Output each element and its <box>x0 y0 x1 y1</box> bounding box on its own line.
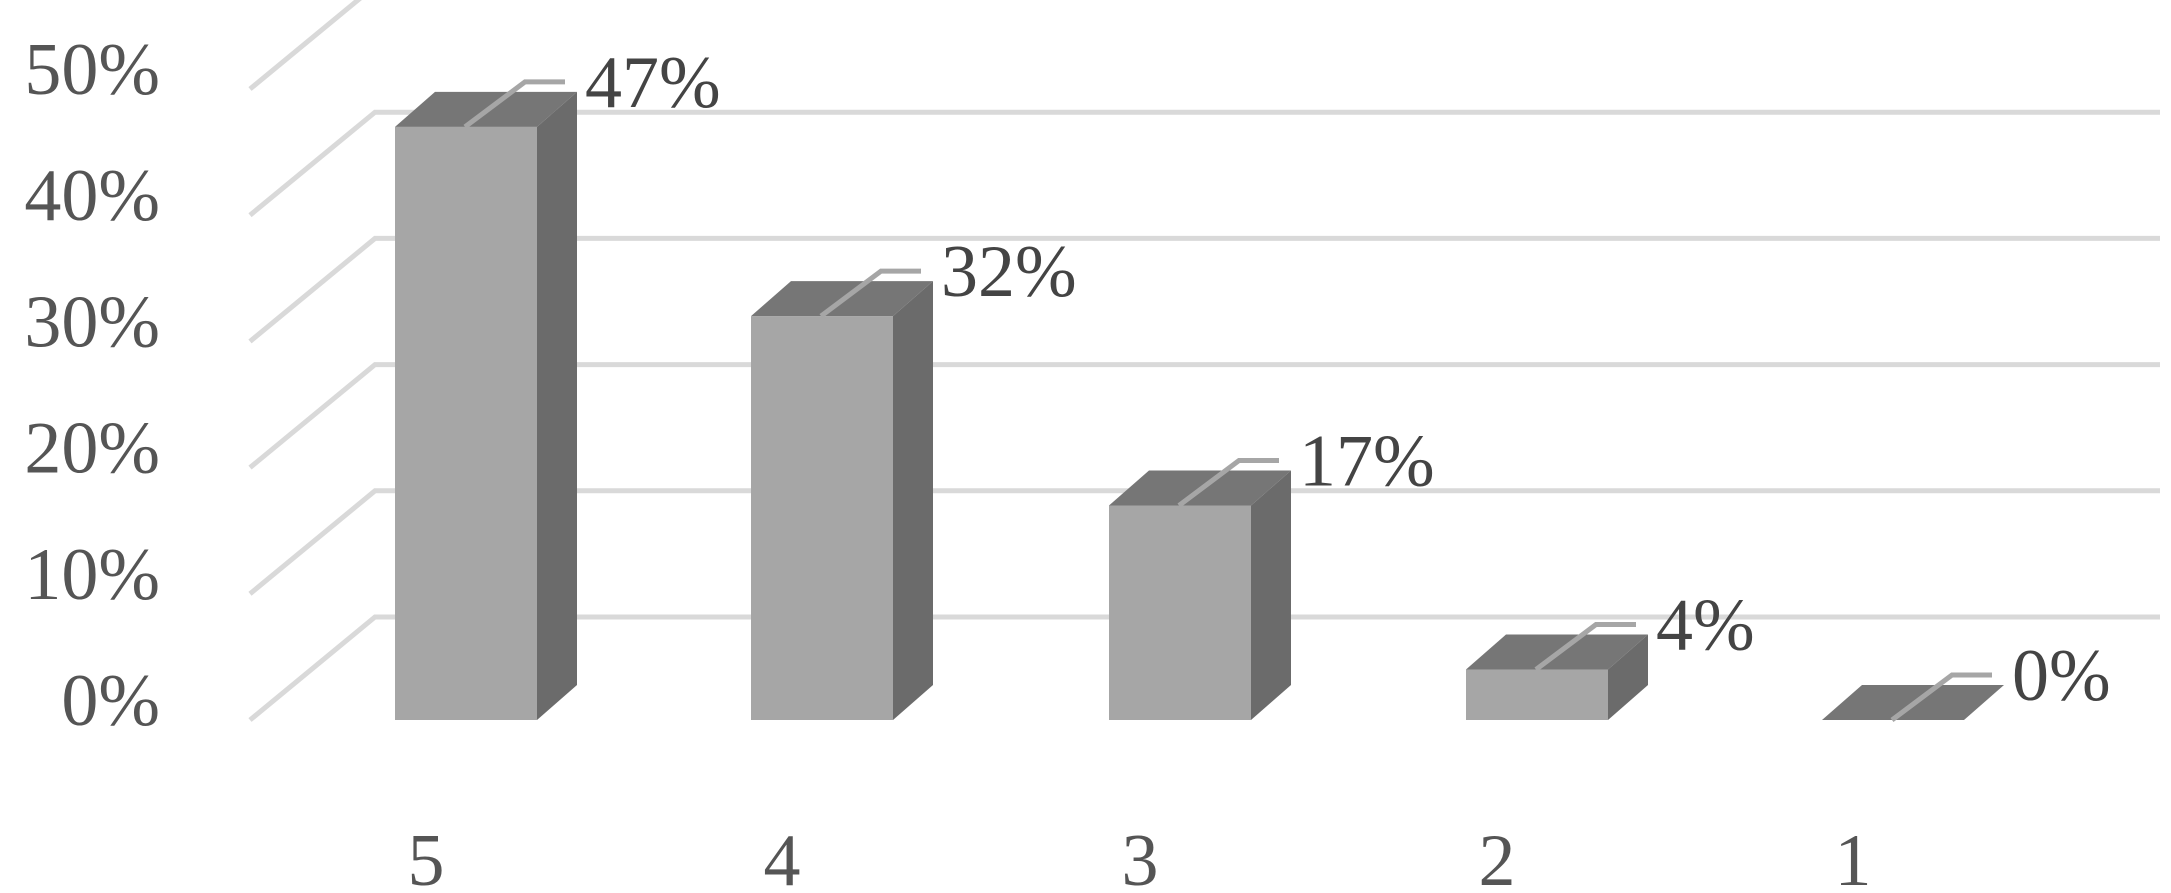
leader-line <box>1890 672 1992 722</box>
category-label: 3 <box>1122 820 1159 893</box>
bar <box>1109 470 1291 720</box>
bar <box>751 281 933 720</box>
category-label: 1 <box>1835 820 1872 893</box>
y-tick-label: 30% <box>24 281 160 363</box>
bar-front <box>1466 669 1608 720</box>
gridline <box>248 109 2160 218</box>
bar-side <box>1608 634 1648 720</box>
leader-line <box>1177 457 1279 508</box>
y-axis-tick-labels: 0% 10% 20% 30% 40% 50% <box>24 29 160 742</box>
gridline <box>248 235 2160 344</box>
leader-line <box>463 79 565 129</box>
y-tick-label: 50% <box>24 29 160 111</box>
gridline <box>248 614 2160 722</box>
leader-line <box>819 268 921 319</box>
bar-front <box>1109 505 1251 720</box>
bar-front <box>751 316 893 720</box>
y-tick-label: 40% <box>24 155 160 237</box>
gridline <box>248 362 2160 470</box>
category-label: 2 <box>1479 820 1516 893</box>
data-label: 4% <box>1656 585 1755 667</box>
bar-side <box>893 281 933 720</box>
data-label: 0% <box>2012 635 2111 717</box>
bar <box>1466 634 1648 720</box>
bar-front <box>395 126 537 721</box>
category-label: 4 <box>764 820 801 893</box>
data-label: 47% <box>585 42 721 124</box>
bar-side <box>1251 470 1291 720</box>
data-labels: 47% 32% 17% 4% 0% <box>463 42 2111 722</box>
data-label: 32% <box>941 231 1077 313</box>
data-label: 17% <box>1299 420 1435 502</box>
bar-side <box>537 91 577 721</box>
leader-line <box>1534 622 1636 672</box>
gridline <box>248 488 2160 596</box>
y-tick-label: 0% <box>61 660 160 742</box>
bars <box>395 91 2004 721</box>
x-axis-category-labels: 5 4 3 2 1 <box>408 820 1872 893</box>
bar <box>395 91 577 721</box>
y-tick-label: 20% <box>24 408 160 490</box>
category-label: 5 <box>408 820 445 893</box>
gridline <box>248 0 362 91</box>
gridlines <box>248 0 2160 722</box>
y-tick-label: 10% <box>24 534 160 616</box>
